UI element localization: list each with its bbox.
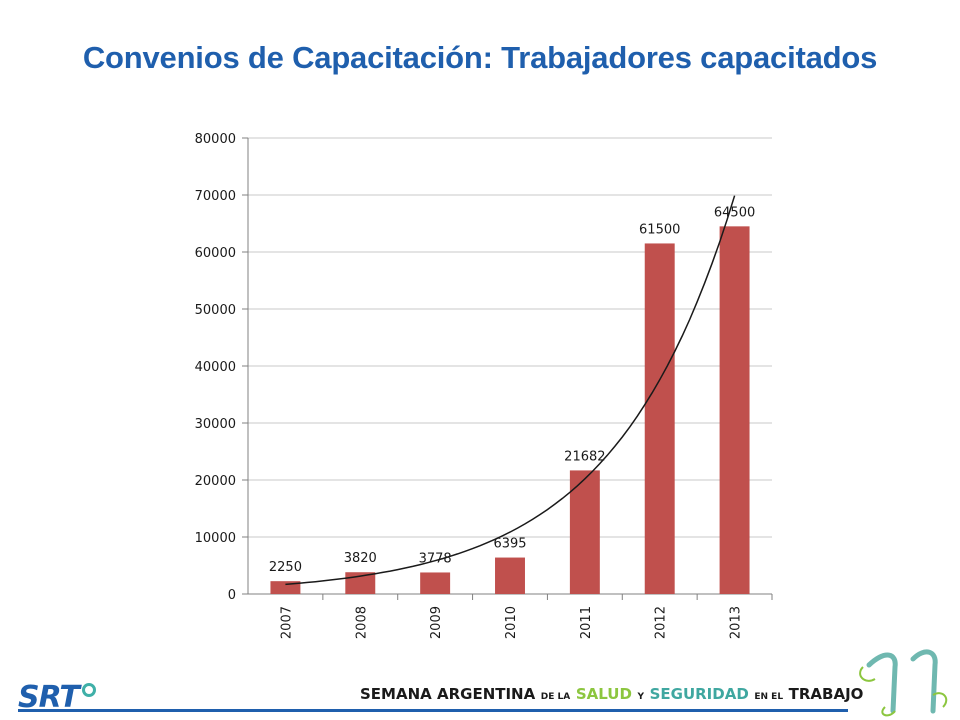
y-tick-label: 60000 <box>195 246 236 261</box>
data-label: 6395 <box>493 537 526 552</box>
data-label: 21682 <box>564 449 605 464</box>
chart-trendline <box>285 195 736 586</box>
y-tick-label: 50000 <box>195 303 236 318</box>
x-tick-label: 2011 <box>579 606 594 639</box>
bar <box>495 557 525 594</box>
chart-axes: 0 10000 20000 30000 40000 50000 60000 70000 8000… <box>195 132 773 639</box>
y-tick-label: 70000 <box>195 189 236 204</box>
bar <box>420 572 451 594</box>
y-tick-label: 30000 <box>195 417 236 432</box>
bar <box>644 243 675 594</box>
y-tick-label: 10000 <box>195 531 236 546</box>
data-label: 64500 <box>714 205 755 220</box>
data-label: 2250 <box>269 560 302 575</box>
y-tick-label: 40000 <box>195 360 236 375</box>
data-label: 3820 <box>344 551 377 566</box>
y-tick-label: 0 <box>228 588 236 603</box>
chart-grid <box>248 137 772 595</box>
slide-title: Convenios de Capacitación: Trabajadores … <box>82 40 878 75</box>
x-tick-label: 2012 <box>654 606 669 639</box>
data-label: 61500 <box>639 222 680 237</box>
x-tick-label: 2007 <box>279 606 294 639</box>
x-tick-label: 2009 <box>429 606 444 639</box>
bar <box>719 226 750 594</box>
x-tick-label: 2010 <box>504 606 519 639</box>
y-tick-label: 80000 <box>195 132 236 147</box>
chart-bars <box>270 226 750 594</box>
trendline-path <box>285 195 736 586</box>
y-tick-label: 20000 <box>195 474 236 489</box>
x-tick-label: 2013 <box>729 606 744 639</box>
bar <box>569 470 600 594</box>
x-tick-label: 2008 <box>354 606 369 639</box>
